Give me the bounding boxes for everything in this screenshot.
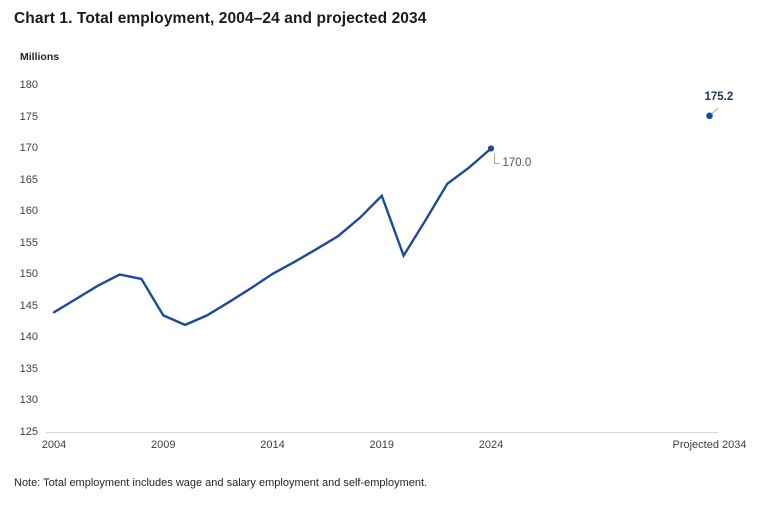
y-tick-label: 175 [19, 110, 38, 123]
x-tick-label: 2024 [478, 439, 504, 451]
end-label-connector [494, 153, 500, 164]
y-tick-label: 140 [19, 331, 38, 343]
x-tick-label: 2014 [260, 439, 285, 451]
y-axis-unit-label: Millions [20, 51, 60, 63]
y-tick-label: 165 [19, 173, 38, 186]
y-tick-label: 160 [19, 205, 38, 217]
projected-value-label: 175.2 [704, 90, 734, 103]
y-tick-label: 180 [19, 79, 38, 91]
y-tick-label: 150 [19, 268, 38, 280]
y-tick-label: 155 [19, 236, 38, 249]
y-tick-label: 170 [19, 142, 38, 154]
x-tick-label: 2019 [369, 439, 395, 451]
end-value-label: 170.0 [502, 156, 532, 169]
x-tick-label: Projected 2034 [672, 439, 747, 451]
y-tick-label: 125 [19, 425, 38, 438]
projected-label-connector [711, 107, 719, 115]
x-tick-label: 2004 [41, 439, 67, 451]
chart-title: Chart 1. Total employment, 2004–24 and p… [14, 10, 427, 27]
y-tick-label: 145 [19, 299, 38, 312]
chart-note: Note: Total employment includes wage and… [14, 477, 428, 489]
employment-line [52, 147, 493, 327]
y-tick-label: 135 [19, 362, 38, 375]
end-point-marker [487, 145, 495, 152]
projected-point-marker [706, 112, 713, 120]
y-tick-label: 130 [19, 394, 38, 406]
x-tick-label: 2009 [151, 439, 176, 451]
